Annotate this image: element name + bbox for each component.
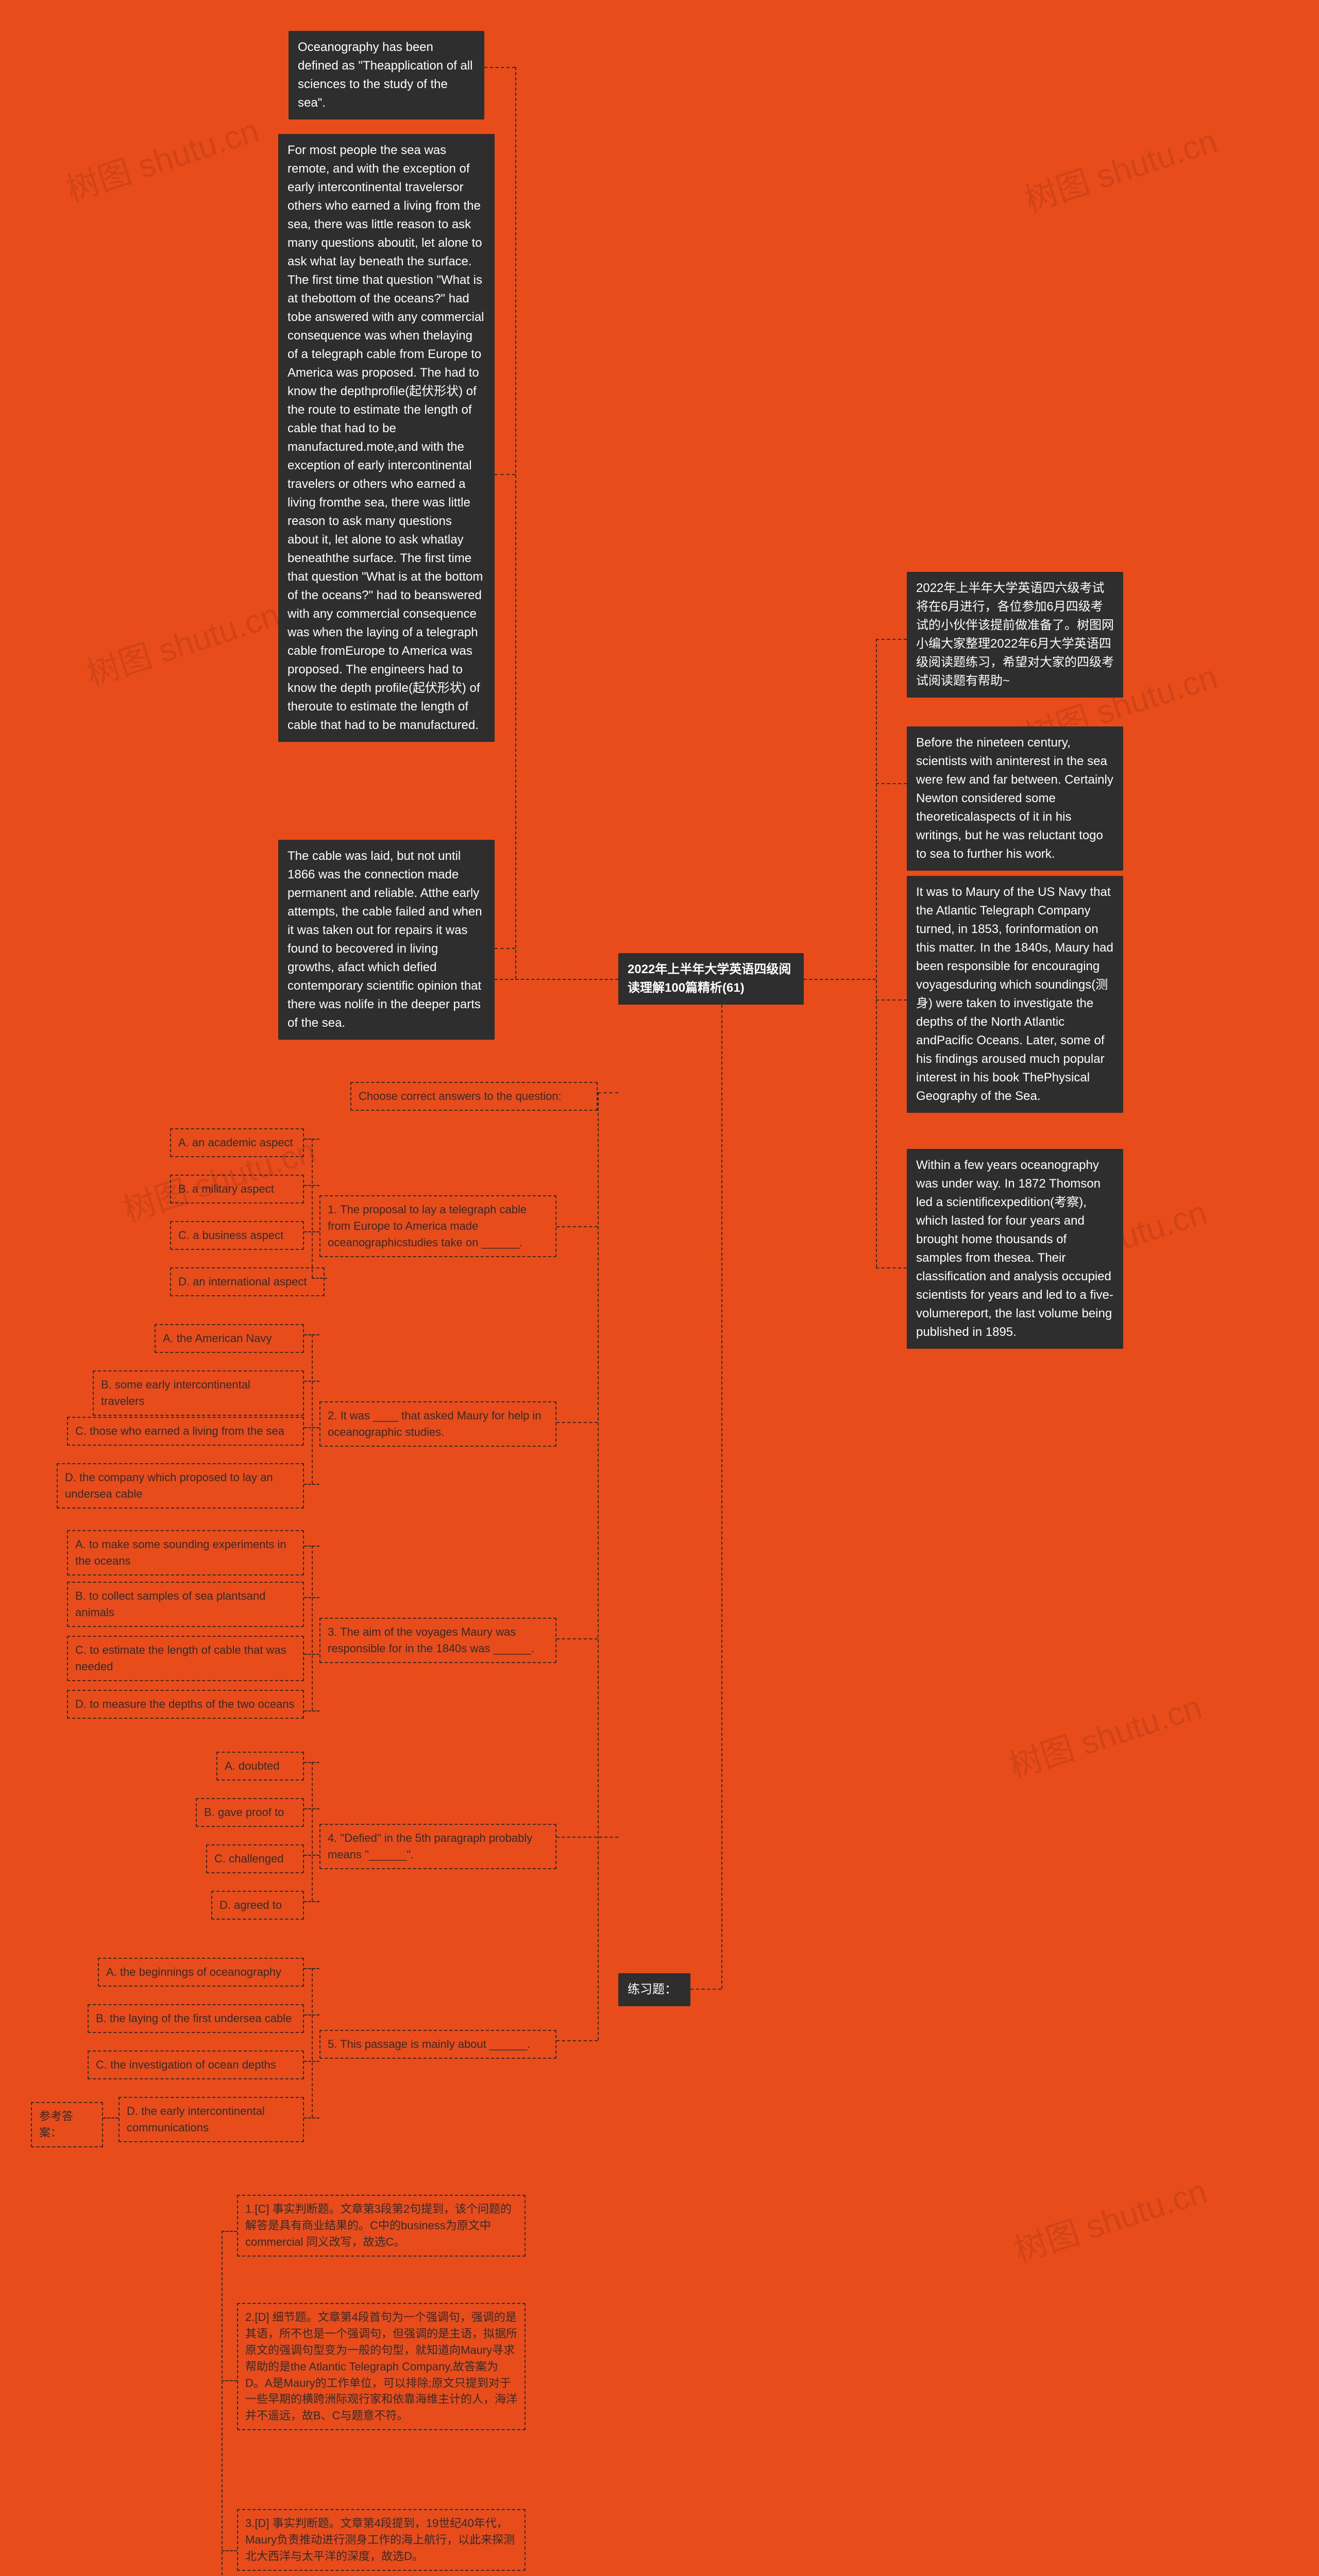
connector: [304, 1334, 319, 1335]
question-1-option-2: C. a business aspect: [170, 1221, 304, 1250]
right-node-0: 2022年上半年大学英语四六级考试将在6月进行，各位参加6月四级考试的小伙伴该提…: [907, 572, 1123, 698]
answer-key-label: 参考答案：: [31, 2102, 103, 2147]
answer-1: 2.[D] 细节题。文章第4段首句为一个强调句，强调的是其语，所不也是一个强调句…: [237, 2303, 526, 2430]
watermark: 树图 shutu.cn: [80, 588, 284, 695]
question-4-option-1: B. gave proof to: [196, 1798, 304, 1827]
watermark: 树图 shutu.cn: [1018, 114, 1222, 221]
connector: [876, 999, 907, 1001]
left-node-2: The cable was laid, but not until 1866 w…: [278, 840, 495, 1040]
question-5-option-0: A. the beginnings of oceanography: [98, 1958, 304, 1987]
question-1-option-3: D. an international aspect: [170, 1267, 325, 1296]
question-5-option-1: B. the laying of the first undersea cabl…: [88, 2004, 304, 2033]
connector: [304, 1762, 319, 1763]
connector: [304, 1901, 319, 1902]
question-5-option-2: C. the investigation of ocean depths: [88, 2050, 304, 2079]
connector: [304, 1968, 319, 1969]
question-4-option-2: C. challenged: [206, 1844, 304, 1873]
connector: [222, 2231, 223, 2576]
connector: [304, 1139, 319, 1140]
connector: [556, 1638, 598, 1639]
connector: [304, 1381, 319, 1382]
connector: [222, 2231, 237, 2232]
question-1: 1. The proposal to lay a telegraph cable…: [319, 1195, 556, 1257]
connector: [304, 1654, 319, 1655]
question-4-option-0: A. doubted: [216, 1752, 304, 1781]
question-2: 2. It was ____ that asked Maury for help…: [319, 1401, 556, 1447]
connector: [598, 1092, 618, 1093]
connector: [312, 1762, 313, 1901]
question-4-option-3: D. agreed to: [211, 1891, 304, 1920]
connector: [304, 1855, 319, 1856]
watermark: 树图 shutu.cn: [1007, 2165, 1212, 2272]
connector: [304, 1427, 319, 1428]
connector: [556, 1837, 618, 1838]
connector: [304, 1710, 319, 1711]
connector: [312, 1334, 313, 1484]
connector: [312, 1546, 313, 1710]
connector: [304, 1185, 319, 1186]
connector: [304, 2014, 319, 2015]
question-1-option-1: B. a military aspect: [170, 1175, 304, 1204]
connector: [222, 2380, 237, 2381]
question-3-option-2: C. to estimate the length of cable that …: [67, 1636, 304, 1681]
question-3-option-3: D. to measure the depths of the two ocea…: [67, 1690, 304, 1719]
connector: [690, 1989, 721, 1990]
connector: [222, 2550, 237, 2551]
question-0: Choose correct answers to the question:: [350, 1082, 598, 1111]
answer-0: 1.[C] 事实判断题。文章第3段第2句提到，该个问题的解答是具有商业结果的。C…: [237, 2195, 526, 2257]
connector: [312, 1968, 313, 2117]
connector: [556, 1226, 598, 1227]
answer-2: 3.[D] 事实判断题。文章第4段提到，19世纪40年代，Maury负责推动进行…: [237, 2509, 526, 2571]
right-node-3: Within a few years oceanography was unde…: [907, 1149, 1123, 1349]
question-3-option-0: A. to make some sounding experiments in …: [67, 1530, 304, 1575]
connector: [876, 783, 907, 784]
connector: [495, 948, 515, 949]
left-node-1: For most people the sea was remote, and …: [278, 134, 495, 742]
question-2-option-0: A. the American Navy: [155, 1324, 304, 1353]
connector: [304, 2061, 319, 2062]
question-2-option-2: C. those who earned a living from the se…: [67, 1417, 304, 1446]
connector: [876, 639, 877, 1267]
connector: [304, 1231, 319, 1232]
connector: [556, 2040, 598, 2041]
question-3: 3. The aim of the voyages Maury was resp…: [319, 1618, 556, 1663]
connector: [721, 984, 722, 1989]
connector: [103, 2117, 119, 2119]
connector: [495, 979, 618, 980]
connector: [556, 1422, 598, 1423]
connector: [304, 1808, 319, 1809]
connector: [515, 67, 516, 979]
connector: [876, 1267, 907, 1268]
watermark: 树图 shutu.cn: [1002, 1681, 1207, 1787]
connector: [804, 979, 876, 980]
question-1-option-0: A. an academic aspect: [170, 1128, 304, 1157]
connector: [484, 67, 515, 68]
watermark: 树图 shutu.cn: [59, 104, 264, 211]
connector: [495, 474, 515, 475]
connector: [304, 1546, 319, 1547]
root-node: 2022年上半年大学英语四级阅读理解100篇精析(61): [618, 953, 804, 1005]
connector: [304, 1597, 319, 1598]
left-node-0: Oceanography has been defined as "Theapp…: [289, 31, 484, 120]
question-3-option-1: B. to collect samples of sea plantsand a…: [67, 1582, 304, 1627]
question-2-option-1: B. some early intercontinental travelers: [93, 1370, 304, 1416]
question-5: 5. This passage is mainly about ______.: [319, 2030, 556, 2059]
exercise-label: 练习题：: [618, 1973, 690, 2006]
connector: [312, 1139, 313, 1278]
right-node-2: It was to Maury of the US Navy that the …: [907, 876, 1123, 1113]
connector: [304, 2117, 319, 2119]
question-4: 4. "Defied" in the 5th paragraph probabl…: [319, 1824, 556, 1869]
right-node-1: Before the nineteen century, scientists …: [907, 726, 1123, 871]
connector: [876, 639, 907, 640]
question-5-option-3: D. the early intercontinental communicat…: [119, 2097, 304, 2142]
connector: [598, 1092, 599, 2040]
connector: [304, 1484, 319, 1485]
question-2-option-3: D. the company which proposed to lay an …: [57, 1463, 304, 1509]
